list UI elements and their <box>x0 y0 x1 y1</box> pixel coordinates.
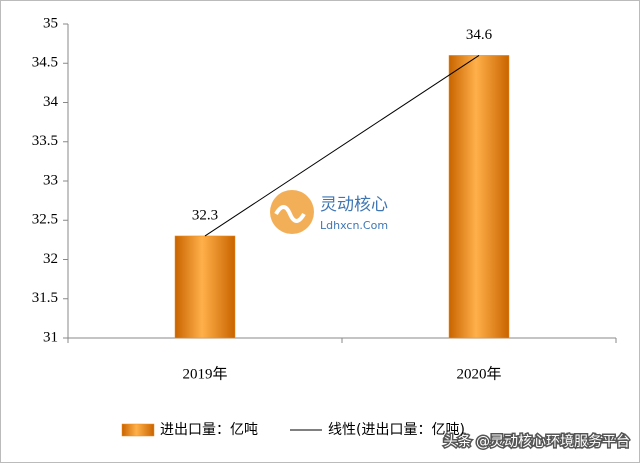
y-tick-label: 31.5 <box>32 290 58 306</box>
y-tick-label: 33.5 <box>32 133 58 149</box>
y-tick-label: 34 <box>43 94 59 110</box>
y-tick-label: 31 <box>43 329 58 345</box>
logo-title: 灵动核心 <box>320 195 388 215</box>
y-tick-label: 35 <box>43 15 58 31</box>
legend-label: 进出口量：亿吨 <box>160 422 258 438</box>
data-label: 34.6 <box>466 27 493 43</box>
bar <box>448 55 510 339</box>
y-tick-label: 34.5 <box>32 55 58 71</box>
data-label: 32.3 <box>192 207 218 223</box>
logo-subtitle: Ldhxcn.Com <box>320 219 388 232</box>
logo-icon <box>270 190 314 234</box>
logo: 灵动核心 Ldhxcn.Com <box>270 190 388 234</box>
bar <box>174 235 236 339</box>
y-tick-label: 33 <box>43 172 58 188</box>
logo-wave <box>274 205 306 223</box>
x-tick-label: 2020年 <box>456 365 501 382</box>
y-tick-label: 32.5 <box>32 212 58 228</box>
trend-line <box>204 54 480 237</box>
y-tick-label: 32 <box>43 251 58 267</box>
watermark: 头条 @灵动核心环境服务平台 <box>444 433 630 450</box>
x-tick-label: 2019年 <box>182 365 227 382</box>
legend-swatch <box>121 423 155 437</box>
legend-label: 线性(进出口量：亿吨) <box>328 422 465 438</box>
